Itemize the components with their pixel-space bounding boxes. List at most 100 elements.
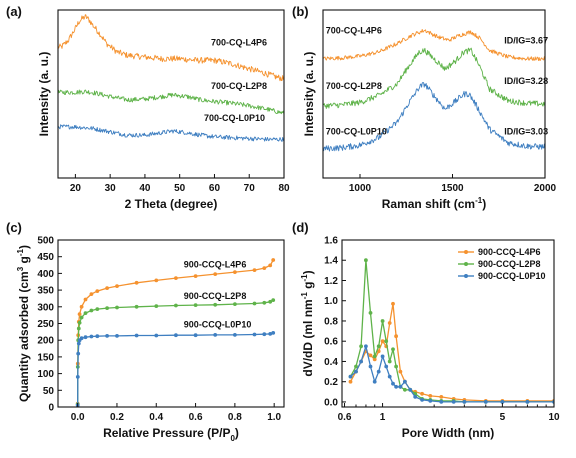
data-point-c-0-13 [174,276,178,280]
x-tick-label-d-2: 5 [500,412,506,423]
data-point-c-0-18 [262,266,267,270]
data-point-d-0-17 [428,394,433,398]
data-point-d-2-5 [372,379,377,384]
x-axis-label-b: Raman shift (cm-1) [382,196,486,211]
data-point-c-0-16 [233,270,237,274]
data-point-d-0-16 [420,391,424,396]
x-tick-label-a-0: 20 [70,183,82,194]
series-line-d-0 [349,303,554,402]
x-tick-label-a-6: 80 [278,183,290,194]
y-axis-label-text-c: Quantity adsorbed (cm [17,271,31,402]
data-point-d-2-8 [384,364,389,369]
data-point-c-0-12 [154,278,159,283]
x-tick-label-a-5: 70 [244,183,256,194]
data-point-c-0-6 [83,297,88,302]
x-axis-label-c: Relative Pressure (P/P0) [103,426,239,443]
y-axis-label-b: Intensity (a. u.) [302,52,316,137]
data-point-c-2-17 [252,332,257,337]
data-point-c-1-8 [95,307,100,311]
annotation-c-2: 900-CCQ-L0P10 [184,320,252,330]
data-point-c-1-16 [233,302,237,306]
data-point-d-2-18 [439,400,444,404]
y-axis-label-suffix-c: ) [17,245,31,249]
series-group-a [58,14,284,142]
plot-frame-b [322,9,546,179]
x-tick-label-b-1: 1500 [441,183,464,194]
data-point-d-0-7 [380,339,385,344]
data-point-c-2-19 [268,332,273,336]
annotation-b-2: 700-CQ-L0P10 [326,126,387,136]
data-point-d-2-14 [408,387,413,392]
x-tick-label-c-2: 0.4 [149,412,163,423]
data-point-d-0-9 [387,321,392,325]
data-point-d-1-2 [359,344,363,349]
y-tick-label-c-9: 450 [37,252,54,263]
y-tick-label-d-4: 0.8 [324,316,338,327]
data-point-d-1-6 [376,344,381,349]
data-point-d-2-6 [376,369,381,374]
panel-a: (a) 20 30 40 50 60 70 80 2 Theta (degree) Intensi… [6,4,290,211]
data-point-d-2-19 [451,400,456,404]
data-point-d-0-11 [394,334,398,339]
data-point-c-0-14 [193,274,198,278]
data-point-c-1-18 [262,300,267,305]
data-point-c-2-9 [105,334,109,338]
annotation-c-1: 900-CCQ-L2P8 [184,291,247,301]
y-tick-label-c-7: 350 [37,286,54,297]
x-axis-label-a: 2 Theta (degree) [125,197,218,211]
data-point-c-2-5 [79,336,84,341]
data-point-d-2-21 [483,400,488,404]
data-point-c-2-15 [213,333,218,337]
x-axis-label-text-c: Relative Pressure (P/P [103,426,230,440]
annotation-b-3: ID/IG=3.67 [504,36,548,46]
data-point-c-1-12 [154,304,159,308]
series-line-a-2 [58,124,284,142]
x-axis-label-d: Pore Width (nm) [402,426,495,440]
series-group-c [75,258,276,407]
y-tick-label-d-7: 1.4 [324,256,338,267]
series-line-c-2 [77,332,274,406]
data-point-d-1-1 [354,364,358,369]
data-point-c-2-10 [115,334,119,338]
data-point-c-1-9 [105,306,109,310]
data-point-c-1-14 [193,303,198,307]
x-tick-label-d-0: 0.6 [338,412,352,423]
series-line-b-2 [323,82,545,152]
x-axis-label-suffix-c: ) [235,426,239,440]
data-point-d-0-0 [348,379,353,384]
y-axis-label-c: Quantity adsorbed (cm3 g-1) [16,245,31,402]
data-point-c-1-3 [76,326,81,331]
data-point-c-1-11 [134,304,139,309]
data-point-d-1-5 [372,354,377,359]
data-point-c-2-2 [76,351,81,356]
data-point-c-2-1 [75,375,80,379]
x-axis-label-text-b: Raman shift (cm [382,197,475,211]
y-axis-label-d: dV/dD (ml nm-1 g-1) [300,270,315,376]
data-point-d-2-16 [420,398,424,402]
series-line-b-1 [323,47,545,109]
legend-marker-d-2 [464,274,468,278]
x-tick-label-d-3: 10 [548,412,560,423]
plot-frame-a [57,9,285,179]
data-point-d-2-3 [364,344,368,349]
legend-marker-d-1 [464,262,468,266]
data-point-d-1-11 [394,364,398,369]
y-tick-label-d-6: 1.2 [324,276,338,287]
data-point-c-1-10 [115,305,119,310]
data-point-c-0-17 [252,268,257,272]
data-point-d-2-12 [398,384,403,389]
data-point-d-1-8 [384,339,389,344]
x-axis-label-sup-b: -1 [475,196,483,205]
data-point-d-1-3 [364,258,368,263]
y-tick-label-c-6: 300 [37,302,54,313]
plot-frame-d [341,239,555,408]
data-point-d-0-12 [398,369,403,374]
data-point-c-1-17 [252,301,257,306]
data-point-d-1-9 [387,359,392,364]
y-axis-label-mid-c: g [17,256,31,267]
data-point-d-2-22 [500,400,505,404]
data-point-c-1-13 [174,303,178,308]
data-point-d-0-4 [368,353,373,358]
annotation-a-0: 700-CQ-L4P6 [211,37,267,47]
